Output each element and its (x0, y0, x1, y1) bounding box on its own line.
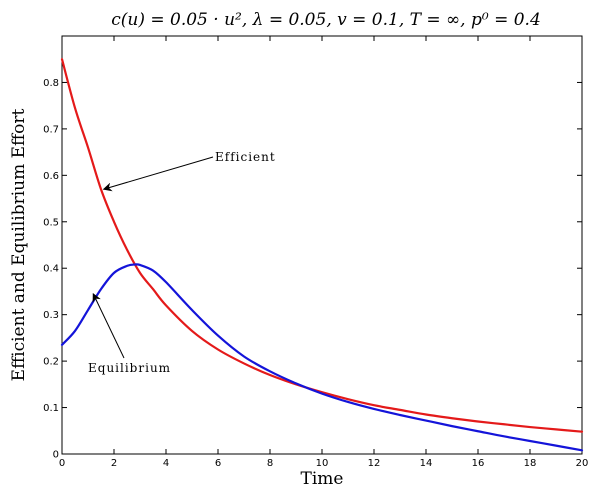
x-tick-label: 20 (576, 458, 589, 469)
axis-ticks: 0 2 4 6 8 10 12 14 16 18 20 0 0.1 0.2 0.3 0.4 0.5 0.6 0.7 0… (43, 36, 588, 469)
annotation-equilibrium: Equilibrium (88, 361, 171, 375)
x-tick-label: 6 (215, 458, 221, 469)
y-tick-label: 0.6 (43, 171, 59, 182)
x-tick-label: 18 (524, 458, 537, 469)
series-line-efficient (60, 58, 584, 433)
y-tick-label: 0.5 (43, 217, 59, 228)
annotation-arrow-efficient (102, 156, 214, 192)
x-tick-label: 4 (163, 458, 169, 469)
y-tick-label: 0.2 (43, 357, 59, 368)
x-tick-label: 8 (267, 458, 273, 469)
annotation-efficient: Efficient (215, 150, 276, 164)
y-tick-label: 0.3 (43, 310, 59, 321)
annotation-arrow-equilibrium (92, 292, 125, 359)
series-line-equilibrium (60, 263, 584, 452)
annotations: Efficient Equilibrium (88, 150, 276, 375)
x-tick-label: 12 (368, 458, 381, 469)
y-tick-label: 0.8 (43, 78, 59, 89)
x-tick-label: 16 (472, 458, 485, 469)
x-axis-label: Time (301, 469, 344, 489)
y-tick-label: 0.1 (43, 403, 59, 414)
x-tick-label: 14 (420, 458, 433, 469)
x-tick-label: 2 (111, 458, 117, 469)
y-tick-label: 0.4 (43, 264, 59, 275)
y-axis-label: Efficient and Equilibrium Effort (9, 109, 29, 382)
y-tick-label: 0.7 (43, 124, 59, 135)
chart-title: c(u) = 0.05 · u², λ = 0.05, v = 0.1, T =… (111, 10, 541, 30)
x-tick-label: 10 (316, 458, 329, 469)
series-group (60, 58, 584, 452)
x-tick-label: 0 (59, 458, 65, 469)
y-tick-label: 0 (53, 450, 59, 461)
